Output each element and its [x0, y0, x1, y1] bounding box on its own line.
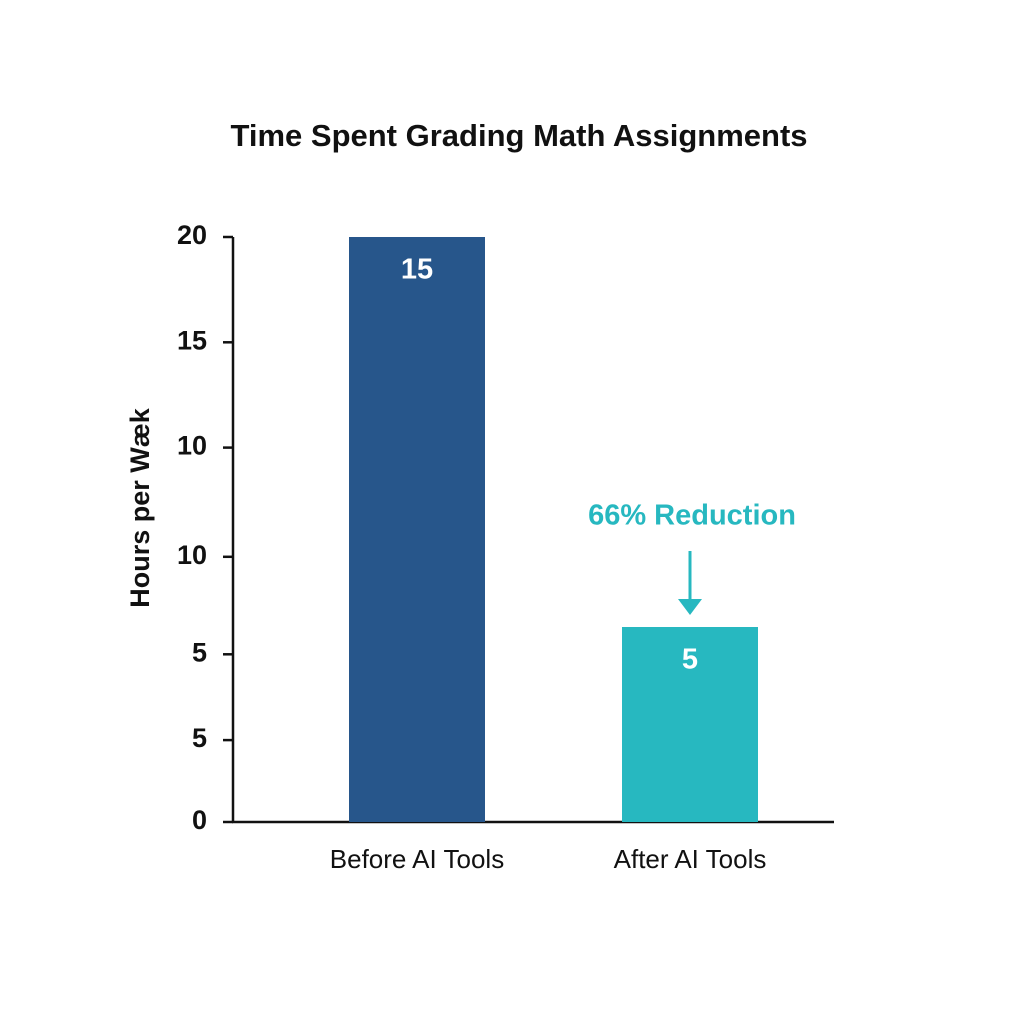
y-tick-label: 10	[177, 431, 207, 461]
x-tick-label: After AI Tools	[614, 844, 767, 874]
y-tick-label: 15	[177, 325, 207, 355]
y-tick-label: 5	[192, 723, 207, 753]
x-tick-label: Before AI Tools	[330, 844, 504, 874]
chart-title: Time Spent Grading Math Assignments	[230, 118, 807, 153]
value-label: 5	[682, 644, 698, 676]
y-tick-label: 20	[177, 220, 207, 250]
value-label: 15	[401, 254, 433, 286]
y-axis-label: Hours per Wæk	[125, 407, 155, 608]
bar	[349, 237, 485, 822]
annotation: 66% Reduction	[588, 500, 796, 532]
y-tick-label: 5	[192, 637, 207, 667]
bar	[622, 627, 758, 822]
annotation-arrow-head	[678, 599, 702, 615]
y-tick-label: 0	[192, 805, 207, 835]
y-tick-label: 10	[177, 540, 207, 570]
